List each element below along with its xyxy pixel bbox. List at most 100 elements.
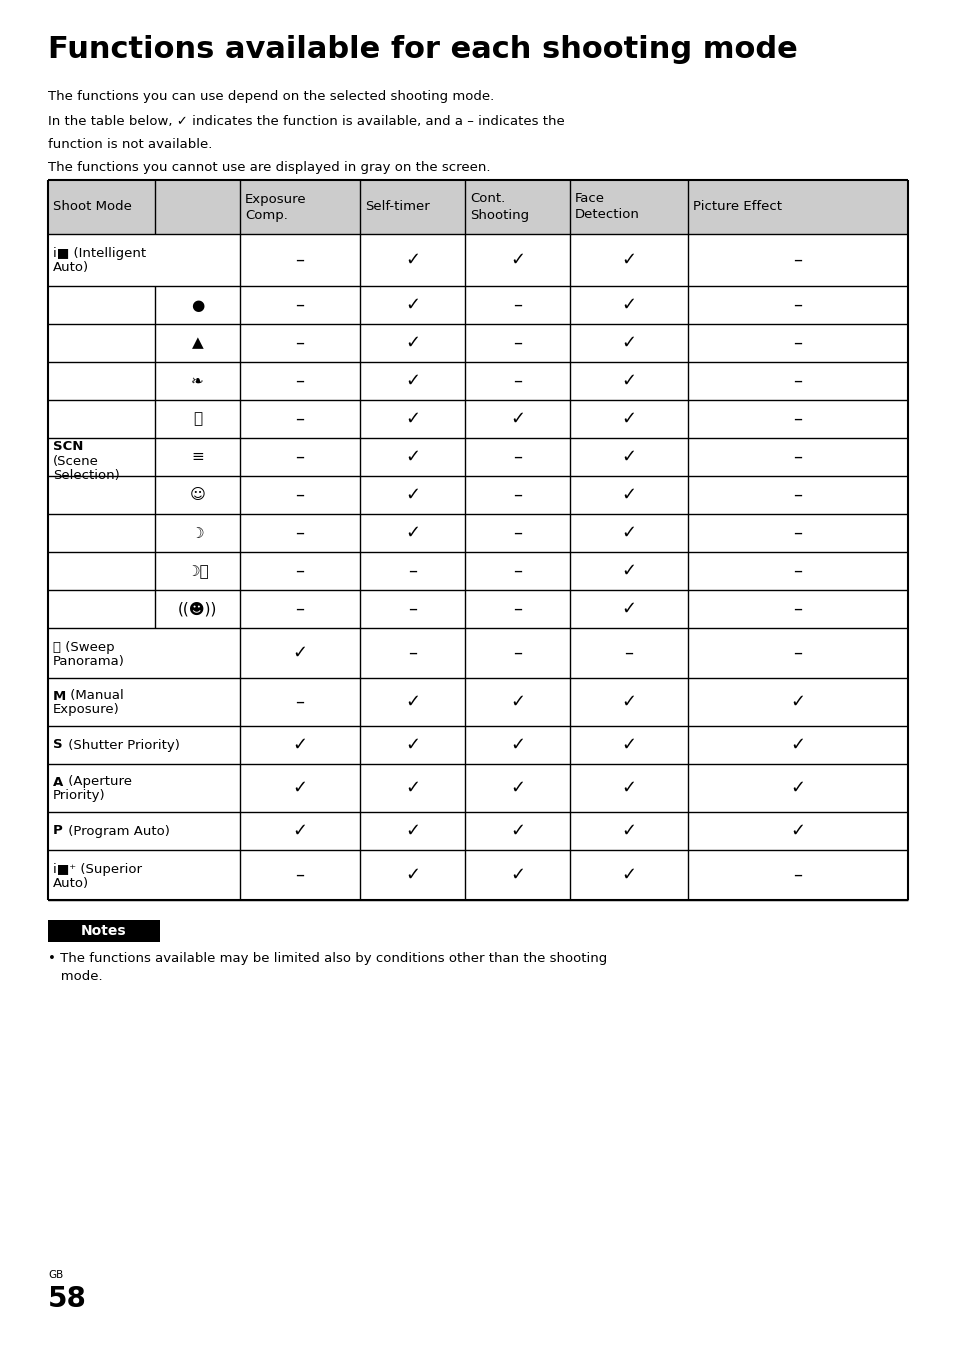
Text: Shoot Mode: Shoot Mode [53,200,132,214]
Text: ☺: ☺ [190,487,205,503]
Text: Auto): Auto) [53,261,89,274]
Text: ✓: ✓ [404,373,419,390]
Text: ✓: ✓ [620,822,636,841]
Text: ☽✋: ☽✋ [186,564,209,578]
Text: ✓: ✓ [404,252,419,269]
Text: ✓: ✓ [510,866,524,884]
Text: –: – [793,373,801,390]
Text: ⬜ (Sweep: ⬜ (Sweep [53,640,114,654]
Text: Auto): Auto) [53,877,89,889]
Text: 58: 58 [48,1284,87,1313]
Text: function is not available.: function is not available. [48,139,213,151]
Text: ✓: ✓ [510,252,524,269]
Text: ✓: ✓ [510,410,524,428]
Text: ✓: ✓ [510,693,524,712]
Text: –: – [295,866,304,884]
Text: M: M [53,690,66,702]
Text: Notes: Notes [81,924,127,937]
Text: i■⁺ (Superior: i■⁺ (Superior [53,862,142,876]
Text: ⛷: ⛷ [193,412,202,426]
Text: (Shutter Priority): (Shutter Priority) [64,738,180,752]
Text: Exposure
Comp.: Exposure Comp. [245,192,306,222]
Text: –: – [793,525,801,542]
Text: ✓: ✓ [404,693,419,712]
Text: ✓: ✓ [404,410,419,428]
Text: –: – [295,693,304,712]
Text: ☽: ☽ [191,526,204,541]
Text: The functions you can use depend on the selected shooting mode.: The functions you can use depend on the … [48,90,494,104]
Text: ✓: ✓ [620,334,636,352]
Text: –: – [793,448,801,465]
Text: ✓: ✓ [620,736,636,755]
Text: ✓: ✓ [620,486,636,504]
Text: Picture Effect: Picture Effect [692,200,781,214]
Text: ✓: ✓ [404,822,419,841]
Text: ✓: ✓ [620,252,636,269]
Text: –: – [295,334,304,352]
Text: ✓: ✓ [404,334,419,352]
Text: ✓: ✓ [404,779,419,798]
Text: ▲: ▲ [192,335,203,351]
Text: –: – [513,562,521,580]
Text: –: – [295,448,304,465]
Text: (Aperture: (Aperture [64,776,132,788]
Text: • The functions available may be limited also by conditions other than the shoot: • The functions available may be limited… [48,952,607,983]
Text: ●: ● [191,297,204,312]
Text: –: – [513,644,521,662]
Text: ✓: ✓ [510,822,524,841]
Text: ✓: ✓ [510,779,524,798]
Text: Exposure): Exposure) [53,703,120,717]
Text: ✓: ✓ [620,373,636,390]
Text: –: – [295,486,304,504]
Text: ✓: ✓ [620,693,636,712]
Text: ✓: ✓ [404,486,419,504]
Text: –: – [793,410,801,428]
Text: –: – [513,600,521,617]
Text: ✓: ✓ [293,644,307,662]
Text: –: – [513,373,521,390]
Text: –: – [295,600,304,617]
Text: –: – [793,866,801,884]
Text: –: – [408,562,416,580]
Text: ✓: ✓ [620,866,636,884]
Text: –: – [295,410,304,428]
Text: P: P [53,824,63,838]
Text: Selection): Selection) [53,469,120,483]
Text: Functions available for each shooting mode: Functions available for each shooting mo… [48,35,797,65]
Text: i■ (Intelligent: i■ (Intelligent [53,247,146,261]
Text: –: – [295,252,304,269]
Text: –: – [513,486,521,504]
Text: –: – [513,334,521,352]
Text: ✓: ✓ [620,525,636,542]
Text: ✓: ✓ [790,822,804,841]
Text: SCN: SCN [53,441,83,453]
Text: ✓: ✓ [620,410,636,428]
Text: Panorama): Panorama) [53,655,125,667]
Text: Self-timer: Self-timer [365,200,429,214]
Text: ✓: ✓ [404,866,419,884]
Text: A: A [53,776,63,788]
Text: ✓: ✓ [790,693,804,712]
Text: ✓: ✓ [293,822,307,841]
Text: Priority): Priority) [53,790,106,803]
Text: ((☻)): ((☻)) [177,601,217,616]
Text: ✓: ✓ [510,736,524,755]
Text: The functions you cannot use are displayed in gray on the screen.: The functions you cannot use are display… [48,161,490,174]
Text: ❧: ❧ [191,374,204,389]
Text: –: – [408,600,416,617]
Text: ✓: ✓ [404,448,419,465]
Text: ✓: ✓ [620,296,636,313]
Text: ✓: ✓ [293,736,307,755]
Text: –: – [793,562,801,580]
Text: (Program Auto): (Program Auto) [64,824,170,838]
Text: Face
Detection: Face Detection [575,192,639,222]
Bar [48,920,160,941]
Text: –: – [295,373,304,390]
Text: Cont.
Shooting: Cont. Shooting [470,192,529,222]
Text: –: – [793,600,801,617]
Text: –: – [513,296,521,313]
Text: (Scene: (Scene [53,456,99,468]
Text: –: – [295,562,304,580]
Text: S: S [53,738,63,752]
Text: ✓: ✓ [404,736,419,755]
